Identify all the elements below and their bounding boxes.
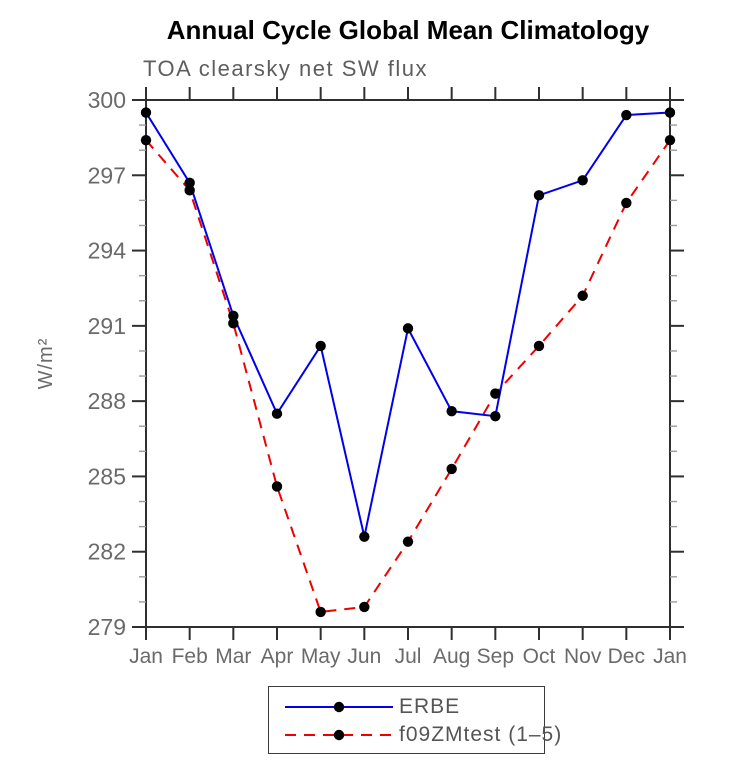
data-point-marker [271, 481, 283, 492]
x-tick-label: Apr [261, 645, 294, 668]
data-point-marker [184, 177, 195, 189]
data-point-marker [446, 463, 457, 475]
data-point-marker [577, 290, 588, 301]
legend-label: f09ZMtest (1–5) [399, 723, 563, 746]
x-tick-label: Sep [477, 645, 514, 668]
x-tick-label: Nov [564, 645, 602, 668]
data-point-marker [490, 411, 501, 422]
x-tick-label: Jan [129, 645, 163, 668]
y-tick-label: 285 [88, 463, 126, 489]
data-point-marker [228, 310, 239, 322]
x-tick-label: Jun [347, 645, 381, 668]
data-point-marker [315, 340, 326, 352]
chart-title: Annual Cycle Global Mean Climatology [166, 15, 650, 45]
y-tick-label: 279 [88, 614, 126, 640]
y-tick-label: 294 [88, 238, 127, 264]
x-tick-label: Dec [608, 645, 645, 668]
chart-subtitle: TOA clearsky net SW flux [143, 56, 429, 81]
data-point-marker [621, 197, 632, 209]
data-point-marker [533, 340, 545, 352]
legend: ERBE f09ZMtest (1–5) [268, 686, 561, 754]
legend-entry-erbe: ERBE [283, 693, 544, 721]
data-point-marker [271, 408, 283, 419]
y-tick-label: 282 [88, 539, 126, 565]
data-point-marker [664, 107, 676, 118]
data-point-marker [664, 134, 676, 146]
data-point-marker [140, 134, 152, 146]
y-tick-label: 300 [88, 87, 126, 113]
x-tick-label: Aug [433, 645, 470, 668]
legend-line-sample [285, 701, 393, 713]
x-tick-label: Mar [215, 645, 251, 668]
y-tick-label: 291 [88, 313, 126, 339]
legend-label: ERBE [399, 695, 461, 718]
x-tick-label: Feb [172, 645, 208, 668]
legend-entry-f09zmtest-1-5-: f09ZMtest (1–5) [283, 721, 561, 749]
data-point-marker [490, 388, 501, 399]
data-point-marker [621, 109, 632, 121]
data-point-marker [228, 318, 239, 329]
x-tick-label: Jul [395, 645, 422, 668]
data-point-marker [402, 323, 414, 334]
data-point-marker [446, 405, 457, 417]
data-point-marker [359, 531, 370, 542]
x-tick-label: Oct [523, 645, 556, 668]
y-tick-label: 297 [88, 162, 126, 188]
data-point-marker [533, 190, 545, 201]
data-point-marker [184, 185, 195, 196]
y-axis-label: W/m² [35, 338, 57, 390]
data-point-marker [402, 536, 414, 547]
data-point-marker [577, 175, 588, 186]
data-point-marker [359, 601, 370, 613]
y-tick-label: 288 [88, 388, 126, 414]
legend-line-sample [285, 729, 393, 741]
axis-frame [145, 99, 671, 628]
x-tick-label: May [301, 645, 341, 668]
data-point-marker [140, 107, 152, 118]
x-tick-label: Jan [653, 645, 687, 668]
data-point-marker [315, 606, 326, 618]
